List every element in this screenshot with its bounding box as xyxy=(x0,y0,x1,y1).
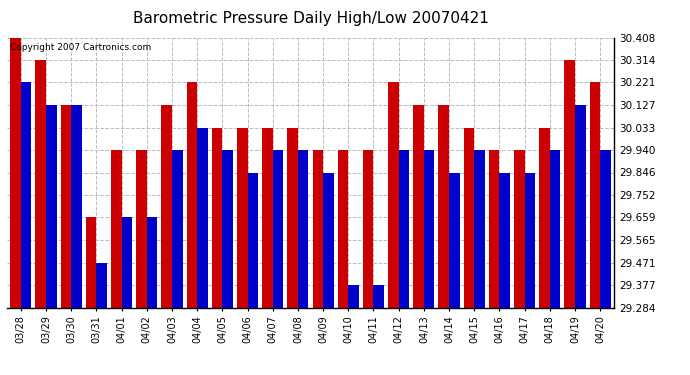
Bar xyxy=(424,150,435,308)
Bar xyxy=(121,217,132,308)
Bar xyxy=(564,60,575,308)
Bar xyxy=(273,150,284,308)
Bar xyxy=(111,150,121,308)
Bar xyxy=(474,150,485,308)
Bar xyxy=(363,150,373,308)
Bar xyxy=(348,285,359,308)
Bar xyxy=(197,128,208,308)
Bar xyxy=(237,128,248,308)
Bar xyxy=(71,105,81,308)
Bar xyxy=(35,60,46,308)
Bar xyxy=(287,128,298,308)
Bar xyxy=(514,150,524,308)
Bar xyxy=(413,105,424,308)
Bar xyxy=(262,128,273,308)
Text: Copyright 2007 Cartronics.com: Copyright 2007 Cartronics.com xyxy=(10,43,151,52)
Bar xyxy=(147,217,157,308)
Bar xyxy=(590,82,600,308)
Bar xyxy=(489,150,500,308)
Bar xyxy=(575,105,586,308)
Bar xyxy=(136,150,147,308)
Bar xyxy=(298,150,308,308)
Bar xyxy=(97,262,107,308)
Bar xyxy=(313,150,323,308)
Bar xyxy=(46,105,57,308)
Bar xyxy=(500,172,510,308)
Bar xyxy=(222,150,233,308)
Bar xyxy=(161,105,172,308)
Bar xyxy=(21,82,31,308)
Bar xyxy=(172,150,183,308)
Bar xyxy=(248,172,258,308)
Bar xyxy=(373,285,384,308)
Bar xyxy=(337,150,348,308)
Bar xyxy=(61,105,71,308)
Bar xyxy=(212,128,222,308)
Bar xyxy=(524,172,535,308)
Bar xyxy=(550,150,560,308)
Bar xyxy=(438,105,449,308)
Bar xyxy=(186,82,197,308)
Bar xyxy=(464,128,474,308)
Bar xyxy=(86,217,97,308)
Bar xyxy=(388,82,399,308)
Bar xyxy=(540,128,550,308)
Bar xyxy=(449,172,460,308)
Bar xyxy=(10,38,21,308)
Text: Barometric Pressure Daily High/Low 20070421: Barometric Pressure Daily High/Low 20070… xyxy=(132,11,489,26)
Bar xyxy=(600,150,611,308)
Bar xyxy=(399,150,409,308)
Bar xyxy=(323,172,334,308)
